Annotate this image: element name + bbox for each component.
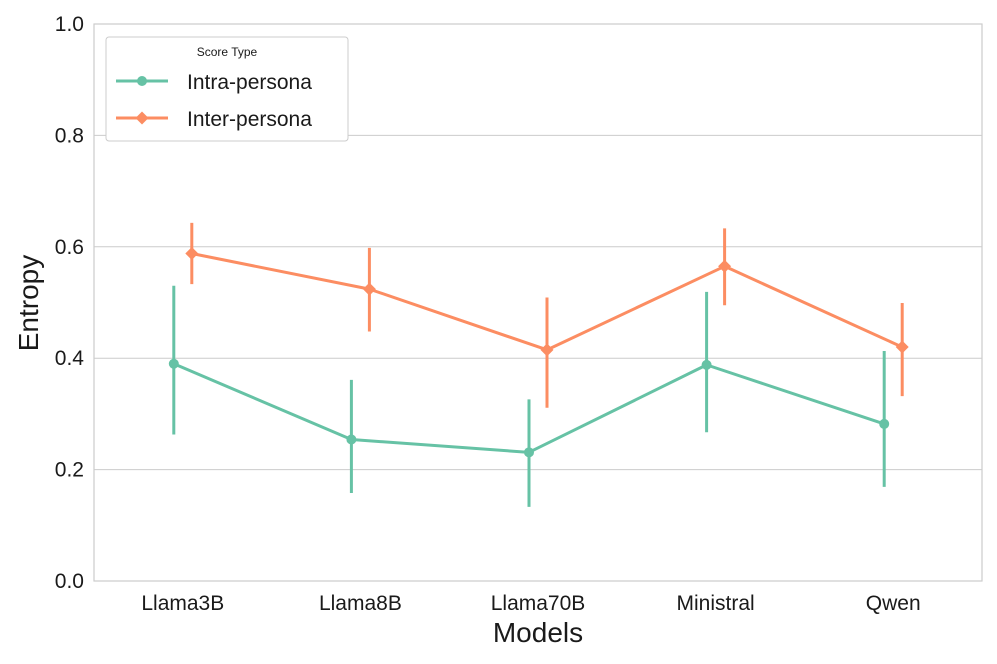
- legend: Score Type Intra-persona Inter-persona: [105, 36, 349, 142]
- x-tick-labels: Llama3B Llama8B Llama70B Ministral Qwen: [141, 592, 920, 615]
- plot-frame: [93, 23, 983, 582]
- series-layer: [168, 222, 909, 507]
- x-tick-label: Ministral: [677, 592, 755, 615]
- legend-items: Intra-persona Inter-persona: [116, 71, 312, 131]
- legend-marker: [137, 76, 147, 86]
- data-point: [540, 343, 554, 357]
- legend-marker: [135, 111, 149, 125]
- data-point: [185, 246, 199, 260]
- data-point: [879, 418, 890, 429]
- legend-title: Score Type: [197, 45, 258, 59]
- legend-label: Intra-persona: [187, 71, 312, 94]
- x-tick-label: Qwen: [866, 592, 921, 615]
- series-inter-persona: [185, 222, 909, 408]
- y-tick-label: 0.6: [55, 236, 84, 259]
- y-tick-labels: 0.0 0.2 0.4 0.6 0.8 1.0: [55, 13, 85, 593]
- data-point: [346, 434, 357, 445]
- x-tick-label: Llama70B: [491, 592, 586, 615]
- data-point: [718, 259, 732, 273]
- data-point: [524, 447, 534, 458]
- series-intra-persona: [168, 285, 890, 507]
- x-tick-label: Llama8B: [319, 592, 402, 615]
- x-axis-title: Models: [493, 617, 583, 648]
- data-point: [362, 282, 376, 296]
- y-tick-label: 0.4: [55, 347, 85, 370]
- y-tick-label: 0.8: [55, 124, 84, 147]
- y-tick-label: 0.2: [55, 459, 84, 482]
- x-tick-label: Llama3B: [141, 592, 224, 615]
- data-point: [168, 358, 179, 369]
- data-point: [895, 340, 909, 354]
- y-tick-label: 0.0: [55, 570, 84, 593]
- y-tick-label: 1.0: [55, 13, 84, 36]
- data-point: [701, 359, 712, 370]
- legend-box: [105, 36, 349, 142]
- legend-label: Inter-persona: [187, 108, 312, 131]
- y-axis-title: Entropy: [13, 255, 44, 352]
